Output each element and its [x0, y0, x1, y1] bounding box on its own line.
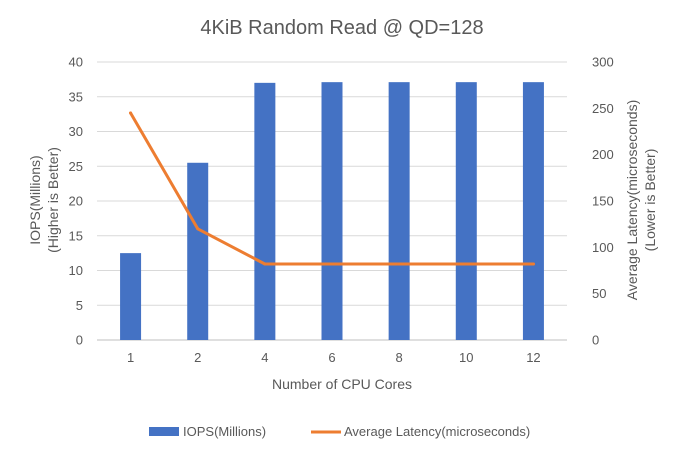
- legend-iops-label: IOPS(Millions): [183, 424, 266, 439]
- x-tick-label: 8: [396, 350, 403, 365]
- latency-point-12: [531, 262, 535, 266]
- y-right-tick-label: 50: [592, 286, 606, 301]
- bar-10: [455, 82, 477, 340]
- y-right-tick-label: 250: [592, 101, 614, 116]
- y-left-tick-label: 5: [76, 298, 83, 313]
- bar-4: [254, 82, 276, 340]
- y-axis-left-title-line1: IOPS(Millions): [27, 155, 43, 244]
- y-left-tick-label: 20: [69, 194, 83, 209]
- bar-12: [522, 82, 544, 340]
- x-tick-label: 10: [459, 350, 473, 365]
- y-left-tick-label: 40: [69, 55, 83, 70]
- x-tick-label: 6: [328, 350, 335, 365]
- latency-point-4: [263, 262, 267, 266]
- y-right-tick-label: 300: [592, 55, 614, 70]
- y-right-tick-label: 0: [592, 333, 599, 348]
- y-axis-right-title-line2: (Lower is Better): [642, 149, 658, 252]
- bar-series: [120, 82, 544, 340]
- y-axis-right-title: Average Latency(microseconds) (Lower is …: [624, 100, 658, 301]
- x-axis-title: Number of CPU Cores: [272, 376, 412, 392]
- y-axis-left-title-line2: (Higher is Better): [45, 147, 61, 253]
- legend: IOPS(Millions) Average Latency(microseco…: [149, 424, 530, 439]
- bar-2: [187, 162, 209, 340]
- bar-1: [120, 253, 142, 340]
- latency-point-10: [464, 262, 468, 266]
- y-left-tick-label: 15: [69, 228, 83, 243]
- legend-latency-label: Average Latency(microseconds): [344, 424, 530, 439]
- x-tick-label: 2: [194, 350, 201, 365]
- y-right-tick-label: 100: [592, 240, 614, 255]
- latency-point-2: [196, 227, 200, 231]
- x-tick-label: 12: [526, 350, 540, 365]
- legend-iops-swatch: [149, 427, 179, 436]
- bar-8: [388, 82, 410, 340]
- y-left-tick-label: 10: [69, 263, 83, 278]
- x-tick-label: 4: [261, 350, 268, 365]
- y-axis-right-title-line1: Average Latency(microseconds): [624, 100, 640, 301]
- y-left-tick-label: 25: [69, 159, 83, 174]
- y-right-tick-label: 200: [592, 147, 614, 162]
- latency-point-8: [397, 262, 401, 266]
- latency-point-6: [330, 262, 334, 266]
- y-left-tick-label: 30: [69, 124, 83, 139]
- chart-title: 4KiB Random Read @ QD=128: [200, 17, 483, 39]
- latency-point-1: [129, 111, 133, 115]
- bar-6: [321, 82, 343, 340]
- x-tick-label: 1: [127, 350, 134, 365]
- line-series: [129, 111, 535, 266]
- y-right-tick-label: 150: [592, 194, 614, 209]
- y-axis-left-title: IOPS(Millions) (Higher is Better): [27, 147, 61, 253]
- y-left-tick-label: 35: [69, 89, 83, 104]
- y-left-tick-label: 0: [76, 333, 83, 348]
